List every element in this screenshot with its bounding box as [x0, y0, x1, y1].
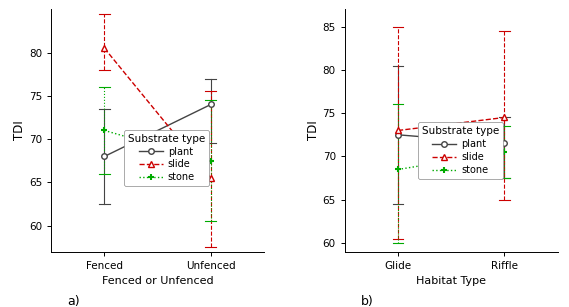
X-axis label: Fenced or Unfenced: Fenced or Unfenced: [102, 276, 213, 286]
Text: a): a): [67, 295, 80, 307]
X-axis label: Habitat Type: Habitat Type: [417, 276, 486, 286]
Legend: plant, slide, stone: plant, slide, stone: [124, 130, 209, 186]
Y-axis label: TDI: TDI: [13, 121, 26, 140]
Text: b): b): [361, 295, 374, 307]
Y-axis label: TDI: TDI: [307, 121, 320, 140]
Legend: plant, slide, stone: plant, slide, stone: [418, 122, 503, 179]
